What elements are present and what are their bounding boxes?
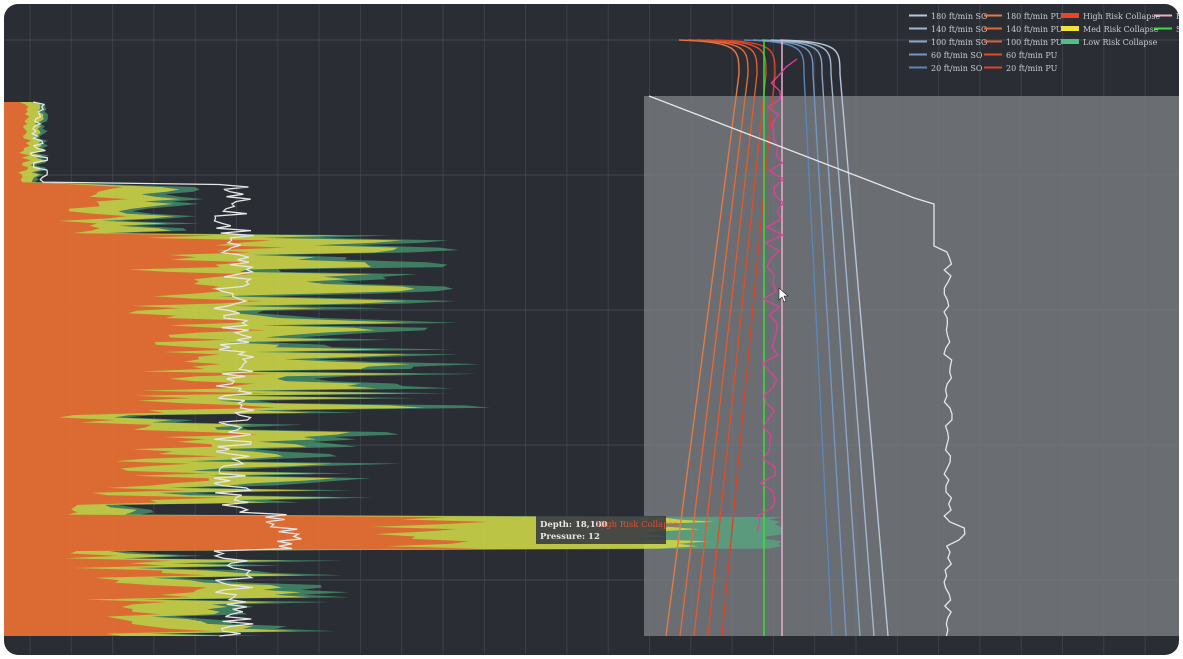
tooltip-risk-label: High Risk Collapse — [596, 520, 678, 530]
legend-label: 100 ft/min SO — [931, 38, 988, 47]
boundary-line — [648, 95, 966, 637]
legend-swatch — [1061, 13, 1079, 18]
legend-label: 180 ft/min SO — [931, 12, 988, 21]
legend-label: 180 ft/min PU — [1006, 12, 1063, 21]
collapse-risk-areas — [4, 101, 783, 637]
hover-tooltip: Depth: 18,100 High Risk Collapse Pressur… — [536, 516, 678, 544]
legend-label: 100 ft/min PU — [1006, 38, 1063, 47]
tooltip-pressure-label: Pressure: — [540, 532, 585, 542]
collapse-risk-chart[interactable]: Depth: 18,100 High Risk Collapse Pressur… — [4, 4, 1179, 655]
pressure-line — [29, 101, 302, 637]
so-curve — [779, 39, 889, 637]
tooltip-pressure-value: 12 — [588, 532, 600, 542]
magenta-trace — [756, 58, 798, 532]
tooltip-depth-label: Depth: — [540, 520, 572, 530]
tooltip-pressure: Pressure: 12 — [540, 532, 600, 542]
high-risk-collapse-area — [4, 102, 490, 636]
pu-curve — [714, 39, 776, 637]
legend-label: 60 ft/min SO — [931, 51, 983, 60]
tooltip-depth: Depth: 18,100 — [540, 520, 608, 530]
chart-frame: Depth: 18,100 High Risk Collapse Pressur… — [4, 4, 1179, 655]
legend-label: 20 ft/min PU — [1006, 64, 1058, 73]
cursor-arrow-icon — [778, 287, 789, 303]
tooltip-box — [536, 516, 666, 544]
legend-label: 140 ft/min SO — [931, 25, 988, 34]
legend-label: 20 ft/min SO — [931, 64, 983, 73]
legend-swatch — [1061, 39, 1079, 44]
hook-load-lines — [648, 39, 966, 637]
legend-label: Su — [1176, 25, 1179, 34]
legend-label: 140 ft/min PU — [1006, 25, 1063, 34]
legend-label: Med Risk Collapse — [1083, 25, 1159, 34]
legend-label: 60 ft/min PU — [1006, 51, 1058, 60]
legend-swatch — [1061, 26, 1079, 31]
chart-legend[interactable]: 180 ft/min SO 140 ft/min SO 100 ft/min SO 6… — [909, 12, 1179, 73]
tooltip-depth-value: 18,100 — [575, 520, 608, 530]
legend-label: ES — [1176, 12, 1179, 21]
legend-label: Low Risk Collapse — [1083, 38, 1158, 47]
legend-label: High Risk Collapse — [1083, 12, 1160, 21]
